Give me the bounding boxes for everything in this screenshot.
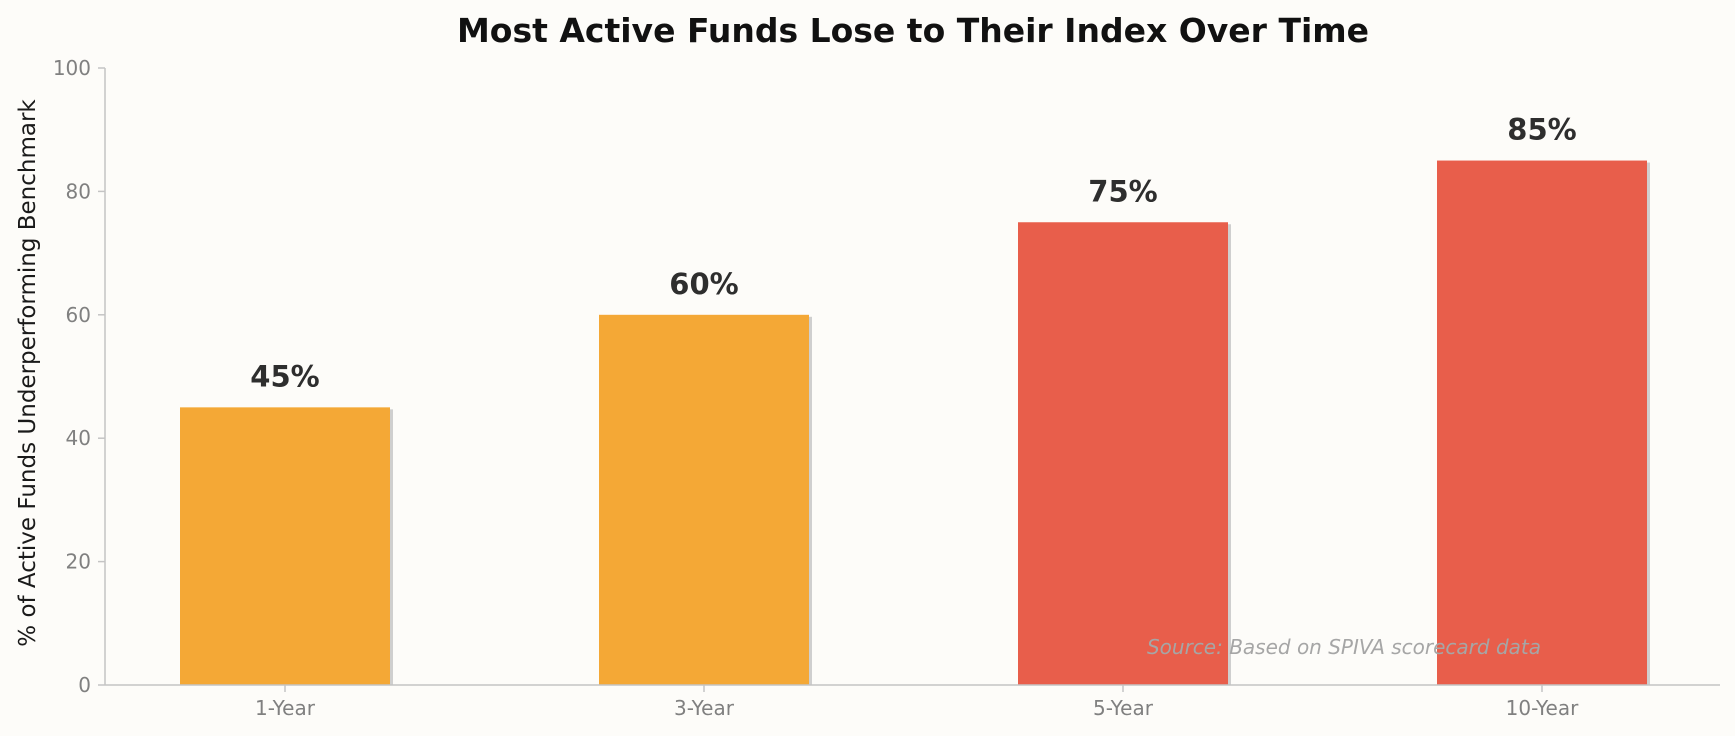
chart-title: Most Active Funds Lose to Their Index Ov… <box>457 11 1369 50</box>
data-label: 60% <box>669 267 738 301</box>
bar-5-year <box>1018 222 1228 685</box>
data-label: 45% <box>250 359 319 393</box>
bar-10-year <box>1437 160 1647 686</box>
bar-1-year <box>180 407 390 685</box>
y-tick-label: 40 <box>66 426 91 450</box>
data-label: 75% <box>1088 174 1157 208</box>
y-axis-label: % of Active Funds Underperforming Benchm… <box>15 99 41 647</box>
y-tick-label: 60 <box>66 303 91 327</box>
source-annotation: Source: Based on SPIVA scorecard data <box>1147 635 1541 659</box>
y-tick-label: 100 <box>53 56 91 80</box>
x-tick-label: 10-Year <box>1506 696 1579 720</box>
y-tick-label: 80 <box>66 179 91 203</box>
y-axis-ticks: 0 20 40 60 80 100 <box>53 56 105 697</box>
x-tick-label: 1-Year <box>255 696 316 720</box>
data-label: 85% <box>1507 113 1576 147</box>
y-tick-label: 20 <box>66 550 91 574</box>
x-tick-label: 3-Year <box>674 696 735 720</box>
y-tick-label: 0 <box>78 673 91 697</box>
bar-3-year <box>599 314 809 685</box>
x-axis-ticks: 1-Year 3-Year 5-Year 10-Year <box>255 685 1579 720</box>
data-labels: 45% 60% 75% 85% <box>250 113 1576 394</box>
bars <box>180 160 1650 686</box>
x-tick-label: 5-Year <box>1093 696 1154 720</box>
